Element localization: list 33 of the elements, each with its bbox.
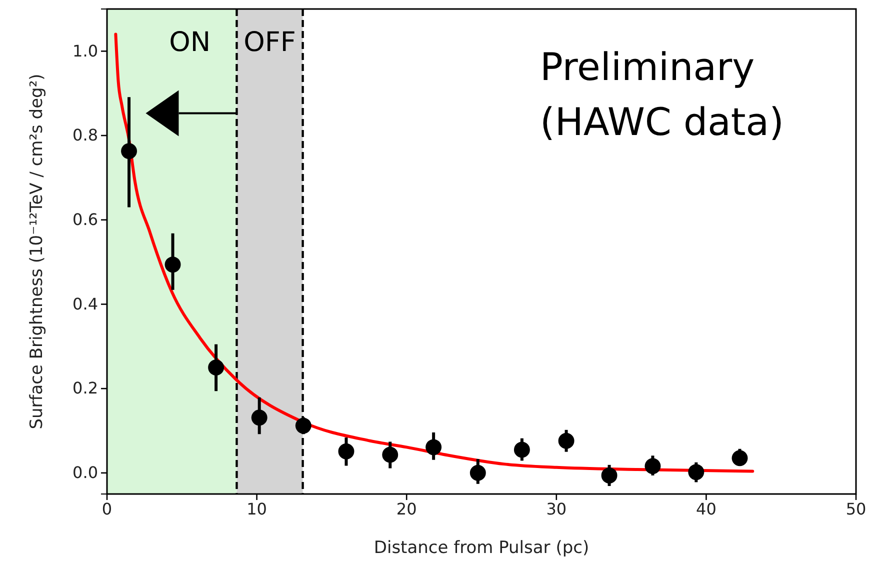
x-axis-title: Distance from Pulsar (pc): [374, 538, 590, 558]
y-tick-label: 1.0: [72, 41, 98, 60]
point: [514, 442, 530, 458]
x-tick-label: 50: [846, 499, 866, 518]
x-tick-label: 0: [102, 499, 112, 518]
y-tick-label: 0.2: [72, 378, 98, 398]
x-tick-label: 40: [696, 499, 716, 518]
x-tick-label: 20: [396, 499, 417, 518]
y-axis-title: Surface Brightness (10⁻¹²TeV / cm²s deg²): [27, 74, 47, 430]
point: [338, 443, 354, 460]
point: [426, 439, 442, 456]
y-tick-label: 0.0: [72, 463, 98, 482]
band-label: OFF: [244, 27, 296, 58]
y-tick-label: 0.8: [72, 126, 98, 145]
point: [732, 450, 748, 466]
y-tick-label: 0.6: [72, 210, 98, 229]
point: [601, 467, 618, 484]
band-label: ON: [169, 27, 211, 58]
point: [295, 418, 312, 434]
annotation: Preliminary: [540, 45, 755, 89]
point: [644, 458, 661, 474]
point: [558, 432, 574, 449]
point: [470, 464, 486, 481]
point: [382, 446, 398, 463]
point: [208, 360, 224, 376]
point: [251, 410, 268, 426]
x-tick-label: 10: [246, 499, 267, 518]
x-tick-label: 30: [546, 499, 567, 518]
point: [688, 464, 704, 480]
point: [121, 143, 137, 160]
point: [164, 256, 181, 273]
y-tick-label: 0.4: [72, 294, 98, 314]
annotation: (HAWC data): [540, 100, 784, 144]
